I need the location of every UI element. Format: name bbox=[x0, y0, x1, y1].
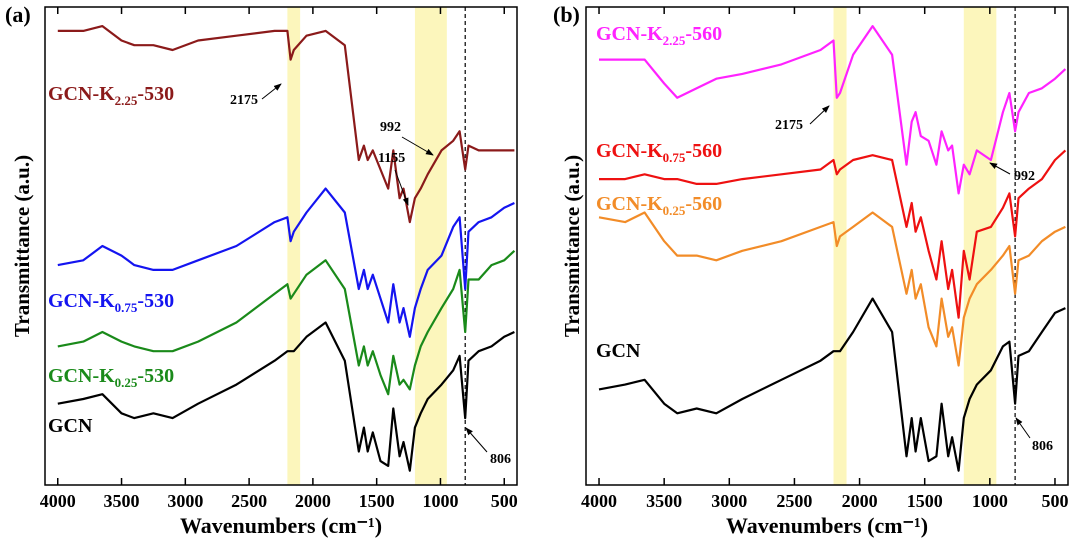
annotation-arrow bbox=[465, 427, 488, 453]
x-axis-label: Wavenumbers (cm⁻¹) bbox=[726, 513, 928, 538]
annotation-arrow bbox=[1015, 417, 1031, 439]
annotation: 1155 bbox=[378, 151, 405, 166]
series-label: GCN-K0.25-560 bbox=[596, 193, 722, 218]
spectrum-line bbox=[599, 25, 1067, 195]
annotation-arrow bbox=[261, 83, 282, 100]
annotation-arrow bbox=[809, 105, 830, 125]
x-tick-label: 2500 bbox=[231, 491, 267, 511]
spectrum-line bbox=[57, 25, 515, 224]
x-tick-label: 3500 bbox=[646, 491, 682, 511]
annotation: 806 bbox=[1032, 439, 1053, 454]
x-tick-label: 2500 bbox=[776, 491, 812, 511]
x-tick-label: 1500 bbox=[907, 491, 943, 511]
x-tick-label: 3500 bbox=[104, 491, 140, 511]
panel-label: (a) bbox=[5, 2, 31, 27]
series-label: GCN-K0.75-560 bbox=[596, 140, 722, 165]
series-label: GCN bbox=[596, 340, 641, 362]
x-tick-label: 2000 bbox=[295, 491, 331, 511]
annotation: 992 bbox=[1014, 169, 1035, 184]
annotation: 2175 bbox=[775, 118, 803, 133]
annotation-arrow bbox=[989, 162, 1011, 175]
series-label: GCN-K0.25-530 bbox=[48, 365, 174, 390]
x-tick-label: 500 bbox=[491, 491, 518, 511]
series-label: GCN-K2.25-530 bbox=[48, 83, 174, 108]
x-tick-label: 2000 bbox=[842, 491, 878, 511]
spectrum-line bbox=[598, 211, 1066, 367]
x-tick-label: 3000 bbox=[167, 491, 203, 511]
x-tick-label: 1000 bbox=[972, 491, 1008, 511]
annotation: 992 bbox=[380, 120, 401, 135]
spectrum-line bbox=[57, 321, 515, 472]
series-label: GCN-K0.75-530 bbox=[48, 290, 174, 315]
y-axis-label: Transmittance (a.u.) bbox=[560, 155, 584, 337]
spectrum-line bbox=[598, 297, 1066, 472]
spectrum-line bbox=[57, 249, 516, 396]
series-label: GCN-K2.25-560 bbox=[596, 23, 722, 48]
y-axis-label: Transmittance (a.u.) bbox=[10, 155, 34, 337]
x-tick-label: 1000 bbox=[422, 491, 458, 511]
x-axis-label: Wavenumbers (cm⁻¹) bbox=[180, 513, 382, 538]
plot-frame bbox=[44, 6, 518, 486]
x-tick-label: 500 bbox=[1041, 491, 1068, 511]
x-tick-label: 1500 bbox=[359, 491, 395, 511]
highlight-band bbox=[963, 7, 997, 485]
x-tick-label: 3000 bbox=[711, 491, 747, 511]
x-tick-label: 4000 bbox=[581, 491, 617, 511]
annotation-arrow bbox=[401, 136, 434, 156]
highlight-band bbox=[414, 7, 447, 485]
spectrum-line bbox=[599, 149, 1067, 319]
plot-frame bbox=[585, 6, 1069, 486]
x-tick-label: 4000 bbox=[40, 491, 76, 511]
annotation: 2175 bbox=[230, 93, 258, 108]
highlight-band bbox=[833, 7, 847, 485]
panel-label: (b) bbox=[553, 2, 580, 27]
annotation-arrow bbox=[394, 169, 409, 206]
spectrum-line bbox=[57, 187, 515, 338]
highlight-band bbox=[287, 7, 301, 485]
annotation: 806 bbox=[490, 452, 511, 467]
series-label: GCN bbox=[48, 415, 93, 437]
